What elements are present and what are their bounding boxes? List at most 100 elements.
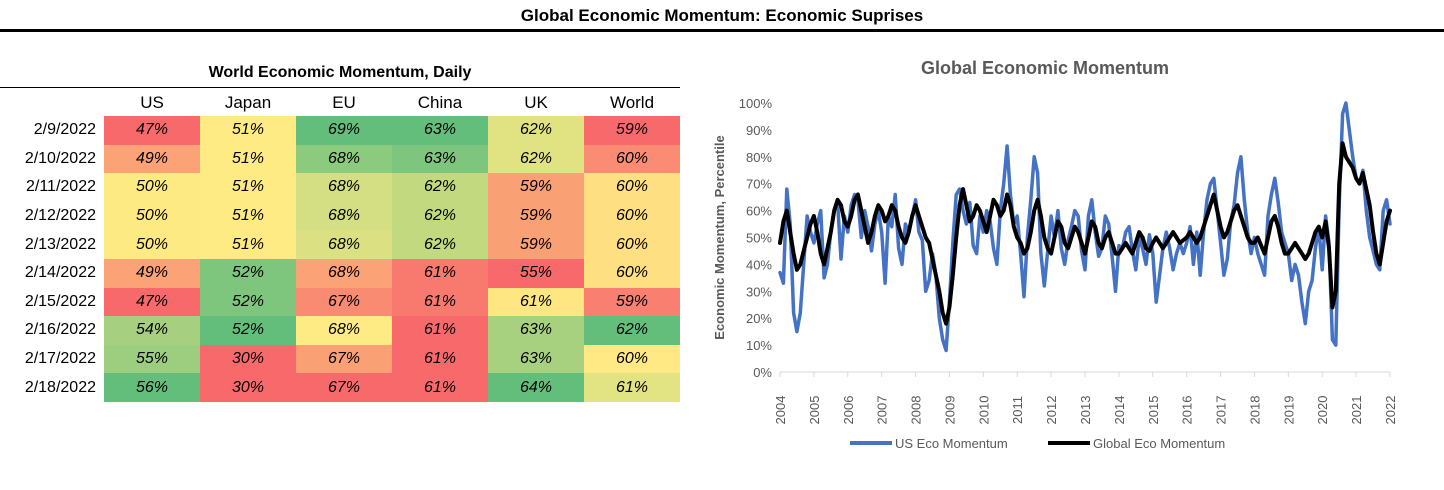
heatmap-cell: 61%: [392, 344, 488, 374]
heatmap-cell: 62%: [392, 230, 488, 259]
heatmap-cell: 68%: [296, 144, 392, 174]
x-tick-label: 2022: [1383, 396, 1398, 425]
y-tick-label: 30%: [746, 284, 772, 299]
heatmap-cell: 69%: [296, 116, 392, 145]
x-tick-label: 2010: [976, 396, 991, 425]
legend-label: Global Eco Momentum: [1093, 436, 1225, 451]
heatmap-cell: 59%: [488, 230, 584, 259]
heatmap-cell: 62%: [584, 316, 680, 345]
heatmap-cell: 59%: [488, 201, 584, 231]
row-date: 2/18/2022: [24, 378, 96, 396]
heatmap-cell: 55%: [104, 344, 200, 374]
heatmap-cell: 62%: [392, 173, 488, 202]
x-tick-label: 2018: [1247, 396, 1262, 425]
title-rule: [0, 29, 1444, 32]
heatmap-cell: 60%: [584, 258, 680, 288]
row-date: 2/9/2022: [33, 121, 96, 139]
y-tick-label: 20%: [746, 311, 772, 326]
heatmap-header-row: US Japan EU China UK World: [0, 90, 680, 116]
heatmap-cell: 67%: [296, 287, 392, 317]
heatmap-cell: 55%: [488, 258, 584, 288]
heatmap-column-header: China: [417, 93, 463, 112]
heatmap-cell: 61%: [488, 287, 584, 317]
x-tick-label: 2004: [773, 396, 788, 425]
chart-title: Global Economic Momentum: [921, 58, 1169, 78]
x-tick-label: 2008: [909, 396, 924, 425]
table-row: 2/11/2022 50% 51% 68% 62% 59% 60%: [0, 173, 680, 202]
heatmap-cell: 61%: [392, 287, 488, 317]
heatmap-cell: 52%: [200, 287, 296, 317]
x-tick-label: 2012: [1044, 396, 1059, 425]
table-row: 2/15/2022 47% 52% 67% 61% 61% 59%: [0, 287, 680, 317]
heatmap-column-header: Japan: [224, 93, 272, 112]
heatmap-cell: 59%: [584, 287, 680, 317]
heatmap-cell: 68%: [296, 316, 392, 345]
table-row: 2/16/2022 54% 52% 68% 61% 63% 62%: [0, 316, 680, 345]
heatmap-column-header: US: [140, 93, 164, 112]
heatmap-cell: 63%: [488, 344, 584, 374]
y-tick-label: 90%: [746, 123, 772, 138]
row-date: 2/10/2022: [24, 149, 96, 167]
row-date: 2/15/2022: [24, 292, 96, 310]
heatmap-cell: 63%: [488, 316, 584, 345]
heatmap-cell: 49%: [104, 144, 200, 174]
legend-label: US Eco Momentum: [895, 436, 1008, 451]
heatmap-cell: 61%: [584, 373, 680, 402]
x-tick-label: 2006: [841, 396, 856, 425]
heatmap-column-header: World: [609, 93, 655, 112]
heatmap-cell: 51%: [200, 116, 296, 145]
momentum-line-chart: Global Economic Momentum 0% 10% 20% 30% 40% 50…: [712, 58, 1398, 451]
heatmap-column-header: EU: [332, 93, 356, 112]
row-date: 2/13/2022: [24, 235, 96, 253]
heatmap-title-rule: [0, 87, 680, 88]
x-tick-label: 2009: [942, 396, 957, 425]
heatmap-cell: 59%: [584, 116, 680, 145]
heatmap-cell: 67%: [296, 344, 392, 374]
heatmap-cell: 51%: [200, 201, 296, 231]
heatmap-cell: 68%: [296, 230, 392, 259]
heatmap-title: World Economic Momentum, Daily: [208, 64, 472, 81]
heatmap-cell: 47%: [104, 287, 200, 317]
table-row: 2/17/2022 55% 30% 67% 61% 63% 60%: [0, 344, 680, 374]
y-tick-label: 70%: [746, 177, 772, 192]
heatmap-cell: 56%: [104, 373, 200, 402]
x-tick-label: 2013: [1078, 396, 1093, 425]
heatmap-cell: 60%: [584, 144, 680, 174]
y-tick-label: 0%: [753, 365, 772, 380]
x-tick-label: 2021: [1349, 396, 1364, 425]
row-date: 2/12/2022: [24, 207, 96, 225]
table-row: 2/12/2022 50% 51% 68% 62% 59% 60%: [0, 201, 680, 231]
x-tick-label: 2011: [1010, 396, 1025, 424]
heatmap-cell: 61%: [392, 258, 488, 288]
heatmap-cell: 54%: [104, 316, 200, 345]
heatmap-cell: 68%: [296, 258, 392, 288]
y-tick-label: 100%: [739, 96, 773, 111]
row-date: 2/11/2022: [26, 178, 96, 196]
row-date: 2/17/2022: [24, 350, 96, 368]
heatmap-cell: 60%: [584, 344, 680, 374]
x-tick-label: 2007: [875, 396, 890, 425]
x-tick-label: 2019: [1281, 396, 1296, 425]
heatmap-cell: 51%: [200, 173, 296, 202]
heatmap-cell: 61%: [392, 316, 488, 345]
heatmap-cell: 30%: [200, 344, 296, 374]
heatmap-cell: 51%: [200, 230, 296, 259]
y-tick-label: 60%: [746, 204, 772, 219]
heatmap-cell: 63%: [392, 144, 488, 174]
series-line-global-eco-momentum: [778, 141, 1392, 326]
page-title: Global Economic Momentum: Economic Supri…: [520, 6, 924, 25]
x-tick-label: 2017: [1214, 396, 1229, 425]
heatmap-cell: 50%: [104, 230, 200, 259]
heatmap-cell: 59%: [488, 173, 584, 202]
y-tick-label: 10%: [746, 338, 772, 353]
x-tick-label: 2005: [807, 396, 822, 425]
heatmap-cell: 64%: [488, 373, 584, 402]
heatmap-column-header: UK: [524, 93, 548, 112]
heatmap-cell: 62%: [392, 201, 488, 231]
x-tick-label: 2015: [1146, 396, 1161, 425]
table-row: 2/10/2022 49% 51% 68% 63% 62% 60%: [0, 144, 680, 174]
heatmap-cell: 50%: [104, 173, 200, 202]
heatmap-cell: 60%: [584, 230, 680, 259]
row-date: 2/16/2022: [24, 321, 96, 339]
table-row: 2/13/2022 50% 51% 68% 62% 59% 60%: [0, 230, 680, 259]
